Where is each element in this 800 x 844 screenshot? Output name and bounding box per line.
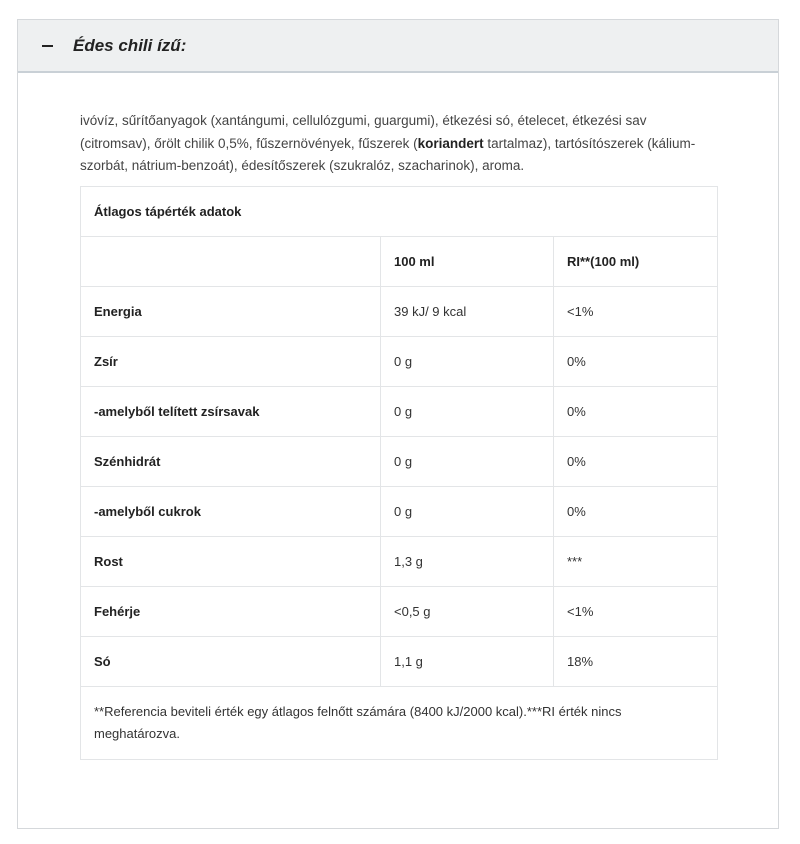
footnote: **Referencia beviteli érték egy átlagos … bbox=[80, 686, 718, 760]
nutrient-name: Energia bbox=[80, 286, 381, 337]
nutrient-name: Fehérje bbox=[80, 586, 381, 637]
ri-value: 0% bbox=[553, 336, 718, 387]
table-row: Fehérje <0,5 g <1% bbox=[80, 586, 718, 637]
nutrient-name: Rost bbox=[80, 536, 381, 587]
ri-value: 18% bbox=[553, 636, 718, 687]
nutrient-name: Zsír bbox=[80, 336, 381, 387]
per-100ml-value: 0 g bbox=[380, 486, 554, 537]
table-caption-row: Átlagos tápérték adatok bbox=[80, 186, 718, 237]
footnote-row: **Referencia beviteli érték egy átlagos … bbox=[80, 686, 718, 760]
ri-value: *** bbox=[553, 536, 718, 587]
table-row: Zsír 0 g 0% bbox=[80, 336, 718, 387]
ri-value: 0% bbox=[553, 386, 718, 437]
ri-value: <1% bbox=[553, 286, 718, 337]
accordion-section: Édes chili ízű: ivóvíz, sűrítőanyagok (x… bbox=[17, 19, 779, 829]
nutrient-name: -amelyből telített zsírsavak bbox=[80, 386, 381, 437]
per-100ml-value: <0,5 g bbox=[380, 586, 554, 637]
table-caption: Átlagos tápérték adatok bbox=[80, 186, 718, 237]
table-row: Só 1,1 g 18% bbox=[80, 636, 718, 687]
table-row: -amelyből telített zsírsavak 0 g 0% bbox=[80, 386, 718, 437]
nutrient-name: Szénhidrát bbox=[80, 436, 381, 487]
header-cell: 100 ml bbox=[380, 236, 554, 287]
ri-value: 0% bbox=[553, 486, 718, 537]
ingredients-text: ivóvíz, sűrítőanyagok (xantángumi, cellu… bbox=[80, 110, 720, 178]
table-row: -amelyből cukrok 0 g 0% bbox=[80, 486, 718, 537]
per-100ml-value: 0 g bbox=[380, 386, 554, 437]
ri-value: <1% bbox=[553, 586, 718, 637]
minus-icon[interactable] bbox=[42, 44, 53, 47]
per-100ml-value: 1,1 g bbox=[380, 636, 554, 687]
table-header-row: 100 ml RI**(100 ml) bbox=[80, 236, 718, 287]
nutrient-name: Só bbox=[80, 636, 381, 687]
ingredients-part: tartalmaz), tartósítószerek (kálium-szor… bbox=[80, 135, 696, 174]
per-100ml-value: 1,3 g bbox=[380, 536, 554, 587]
per-100ml-value: 39 kJ/ 9 kcal bbox=[380, 286, 554, 337]
per-100ml-value: 0 g bbox=[380, 436, 554, 487]
header-cell: RI**(100 ml) bbox=[553, 236, 718, 287]
ri-value: 0% bbox=[553, 436, 718, 487]
per-100ml-value: 0 g bbox=[380, 336, 554, 387]
table-row: Energia 39 kJ/ 9 kcal <1% bbox=[80, 286, 718, 337]
section-title: Édes chili ízű: bbox=[73, 35, 187, 55]
nutrition-table: Átlagos tápérték adatok 100 ml RI**(100 … bbox=[80, 186, 718, 760]
accordion-header[interactable]: Édes chili ízű: bbox=[18, 20, 778, 73]
header-cell bbox=[80, 236, 381, 287]
table-row: Szénhidrát 0 g 0% bbox=[80, 436, 718, 487]
allergen-highlight: koriandert bbox=[417, 135, 484, 151]
nutrient-name: -amelyből cukrok bbox=[80, 486, 381, 537]
ingredients-part: ivóvíz, sűrítőanyagok (xantángumi, cellu… bbox=[80, 113, 647, 151]
table-row: Rost 1,3 g *** bbox=[80, 536, 718, 587]
